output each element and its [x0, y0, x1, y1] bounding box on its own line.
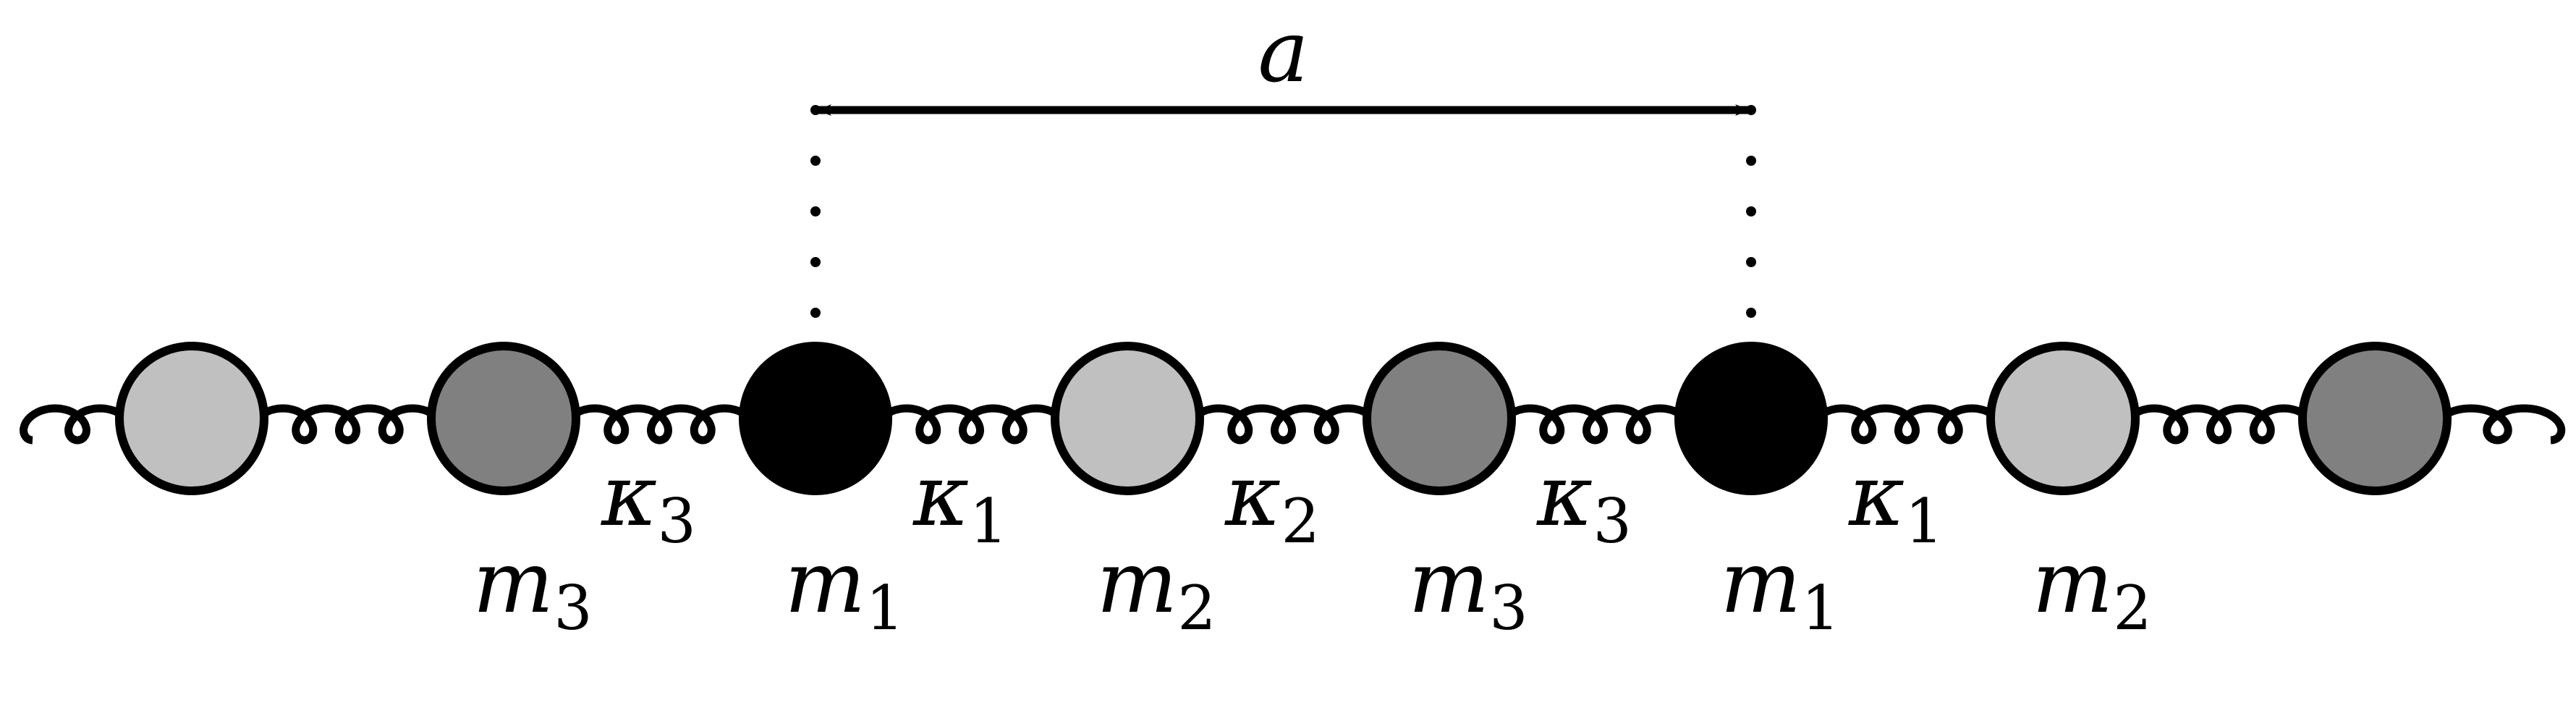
mass-m3-8 [2298, 342, 2452, 495]
mass-label-3: m1 [784, 532, 904, 644]
mass-label-5: m3 [1408, 532, 1528, 644]
spring-2 [560, 404, 759, 445]
spring-5 [1496, 404, 1695, 445]
period-guide-right [1746, 105, 1756, 318]
mass-m2-4 [1051, 342, 1204, 495]
period-indicator: a [810, 1, 1756, 318]
mass-label-7: m2 [2032, 532, 2151, 644]
labels-layer: m3 m1 m2 m3 m1 m2 κ3 κ1 κ2 κ3 κ1 [473, 445, 2151, 644]
spring-end-right [2429, 404, 2566, 445]
spring-6 [1808, 404, 2007, 445]
spring-label-2: κ3 [600, 445, 696, 557]
springs-layer [20, 404, 2566, 445]
spring-7 [2119, 404, 2318, 445]
period-guide-left [810, 105, 821, 318]
spring-label-5: κ3 [1535, 445, 1632, 557]
spring-label-4: κ2 [1224, 445, 1320, 557]
mass-m2-1 [115, 342, 268, 495]
spring-label-3: κ1 [912, 445, 1008, 557]
spring-1 [248, 404, 447, 445]
mass-m3-5 [1363, 342, 1516, 495]
mass-m1-3 [739, 342, 892, 495]
mass-label-6: m1 [1720, 532, 1839, 644]
mass-label-4: m2 [1096, 532, 1216, 644]
mass-m3-2 [427, 342, 580, 495]
mass-m1-6 [1674, 342, 1828, 495]
spring-3 [872, 404, 1071, 445]
mass-m2-7 [1986, 342, 2140, 495]
period-label: a [1258, 1, 1308, 101]
spring-end-left [20, 404, 135, 445]
spring-4 [1184, 404, 1383, 445]
masses-layer [115, 342, 2452, 495]
mass-label-2: m3 [473, 532, 592, 644]
spring-label-6: κ1 [1847, 445, 1944, 557]
